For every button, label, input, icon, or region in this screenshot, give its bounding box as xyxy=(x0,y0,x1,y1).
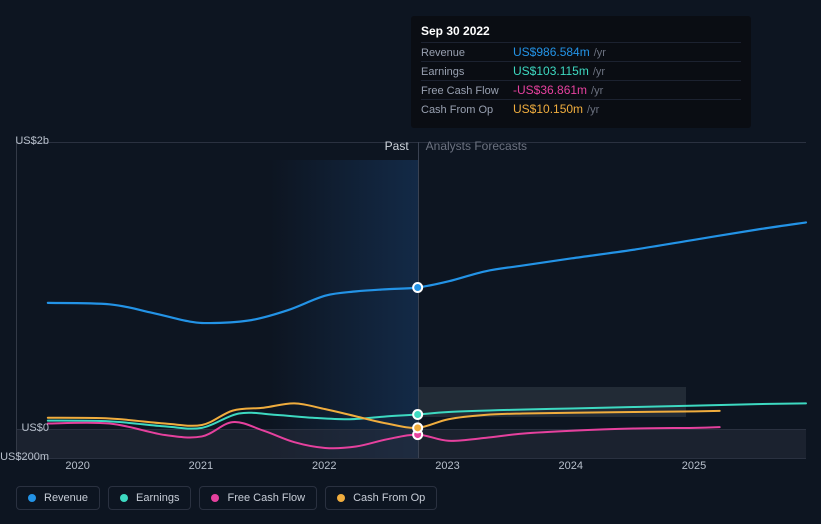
tooltip-row-value: -US$36.861m xyxy=(513,83,587,97)
tooltip-row-suffix: /yr xyxy=(593,66,605,78)
hover-marker xyxy=(413,410,422,419)
tooltip-date: Sep 30 2022 xyxy=(421,24,741,42)
legend-item-label: Revenue xyxy=(44,492,88,504)
y-axis-tick-label: -US$200m xyxy=(0,451,49,463)
legend-dot-icon xyxy=(120,494,128,502)
x-axis-tick-label: 2025 xyxy=(682,460,706,472)
financial-chart: Past Analysts Forecasts US$2bUS$0-US$200… xyxy=(16,16,805,466)
chart-legend: Revenue Earnings Free Cash Flow Cash From O… xyxy=(16,486,437,510)
legend-dot-icon xyxy=(28,494,36,502)
legend-dot-icon xyxy=(337,494,345,502)
y-axis-tick-label: US$2b xyxy=(15,135,49,147)
tooltip-row-label: Cash From Op xyxy=(421,104,513,116)
grid-line xyxy=(17,458,806,459)
x-axis-tick-label: 2023 xyxy=(435,460,459,472)
legend-item-earnings[interactable]: Earnings xyxy=(108,486,191,510)
x-axis-tick-label: 2022 xyxy=(312,460,336,472)
tooltip-row-value: US$10.150m xyxy=(513,102,583,116)
tooltip-row-suffix: /yr xyxy=(594,47,606,59)
tooltip-row: RevenueUS$986.584m/yr xyxy=(421,42,741,61)
tooltip-row-suffix: /yr xyxy=(591,85,603,97)
legend-dot-icon xyxy=(211,494,219,502)
series-line-revenue xyxy=(48,222,806,323)
hover-marker xyxy=(413,423,422,432)
x-axis-tick-label: 2021 xyxy=(189,460,213,472)
plot-area[interactable]: Past Analysts Forecasts xyxy=(16,142,805,458)
legend-item-free-cash-flow[interactable]: Free Cash Flow xyxy=(199,486,317,510)
x-axis-tick-label: 2020 xyxy=(65,460,89,472)
tooltip-row-label: Revenue xyxy=(421,47,513,59)
legend-item-revenue[interactable]: Revenue xyxy=(16,486,100,510)
tooltip-row: Cash From OpUS$10.150m/yr xyxy=(421,99,741,118)
x-axis-tick-label: 2024 xyxy=(559,460,583,472)
tooltip-row-suffix: /yr xyxy=(587,104,599,116)
series-line-free-cash-flow xyxy=(48,422,720,448)
hover-tooltip: Sep 30 2022 RevenueUS$986.584m/yrEarning… xyxy=(411,16,751,128)
tooltip-row-value: US$986.584m xyxy=(513,45,590,59)
y-axis-tick-label: US$0 xyxy=(21,422,49,434)
tooltip-row-label: Free Cash Flow xyxy=(421,85,513,97)
legend-item-label: Free Cash Flow xyxy=(227,492,305,504)
tooltip-row-label: Earnings xyxy=(421,66,513,78)
legend-item-cash-from-op[interactable]: Cash From Op xyxy=(325,486,437,510)
tooltip-row: EarningsUS$103.115m/yr xyxy=(421,61,741,80)
chart-lines xyxy=(17,142,806,458)
legend-item-label: Cash From Op xyxy=(353,492,425,504)
legend-item-label: Earnings xyxy=(136,492,179,504)
tooltip-row-value: US$103.115m xyxy=(513,64,589,78)
tooltip-row: Free Cash Flow-US$36.861m/yr xyxy=(421,80,741,99)
hover-marker xyxy=(413,283,422,292)
